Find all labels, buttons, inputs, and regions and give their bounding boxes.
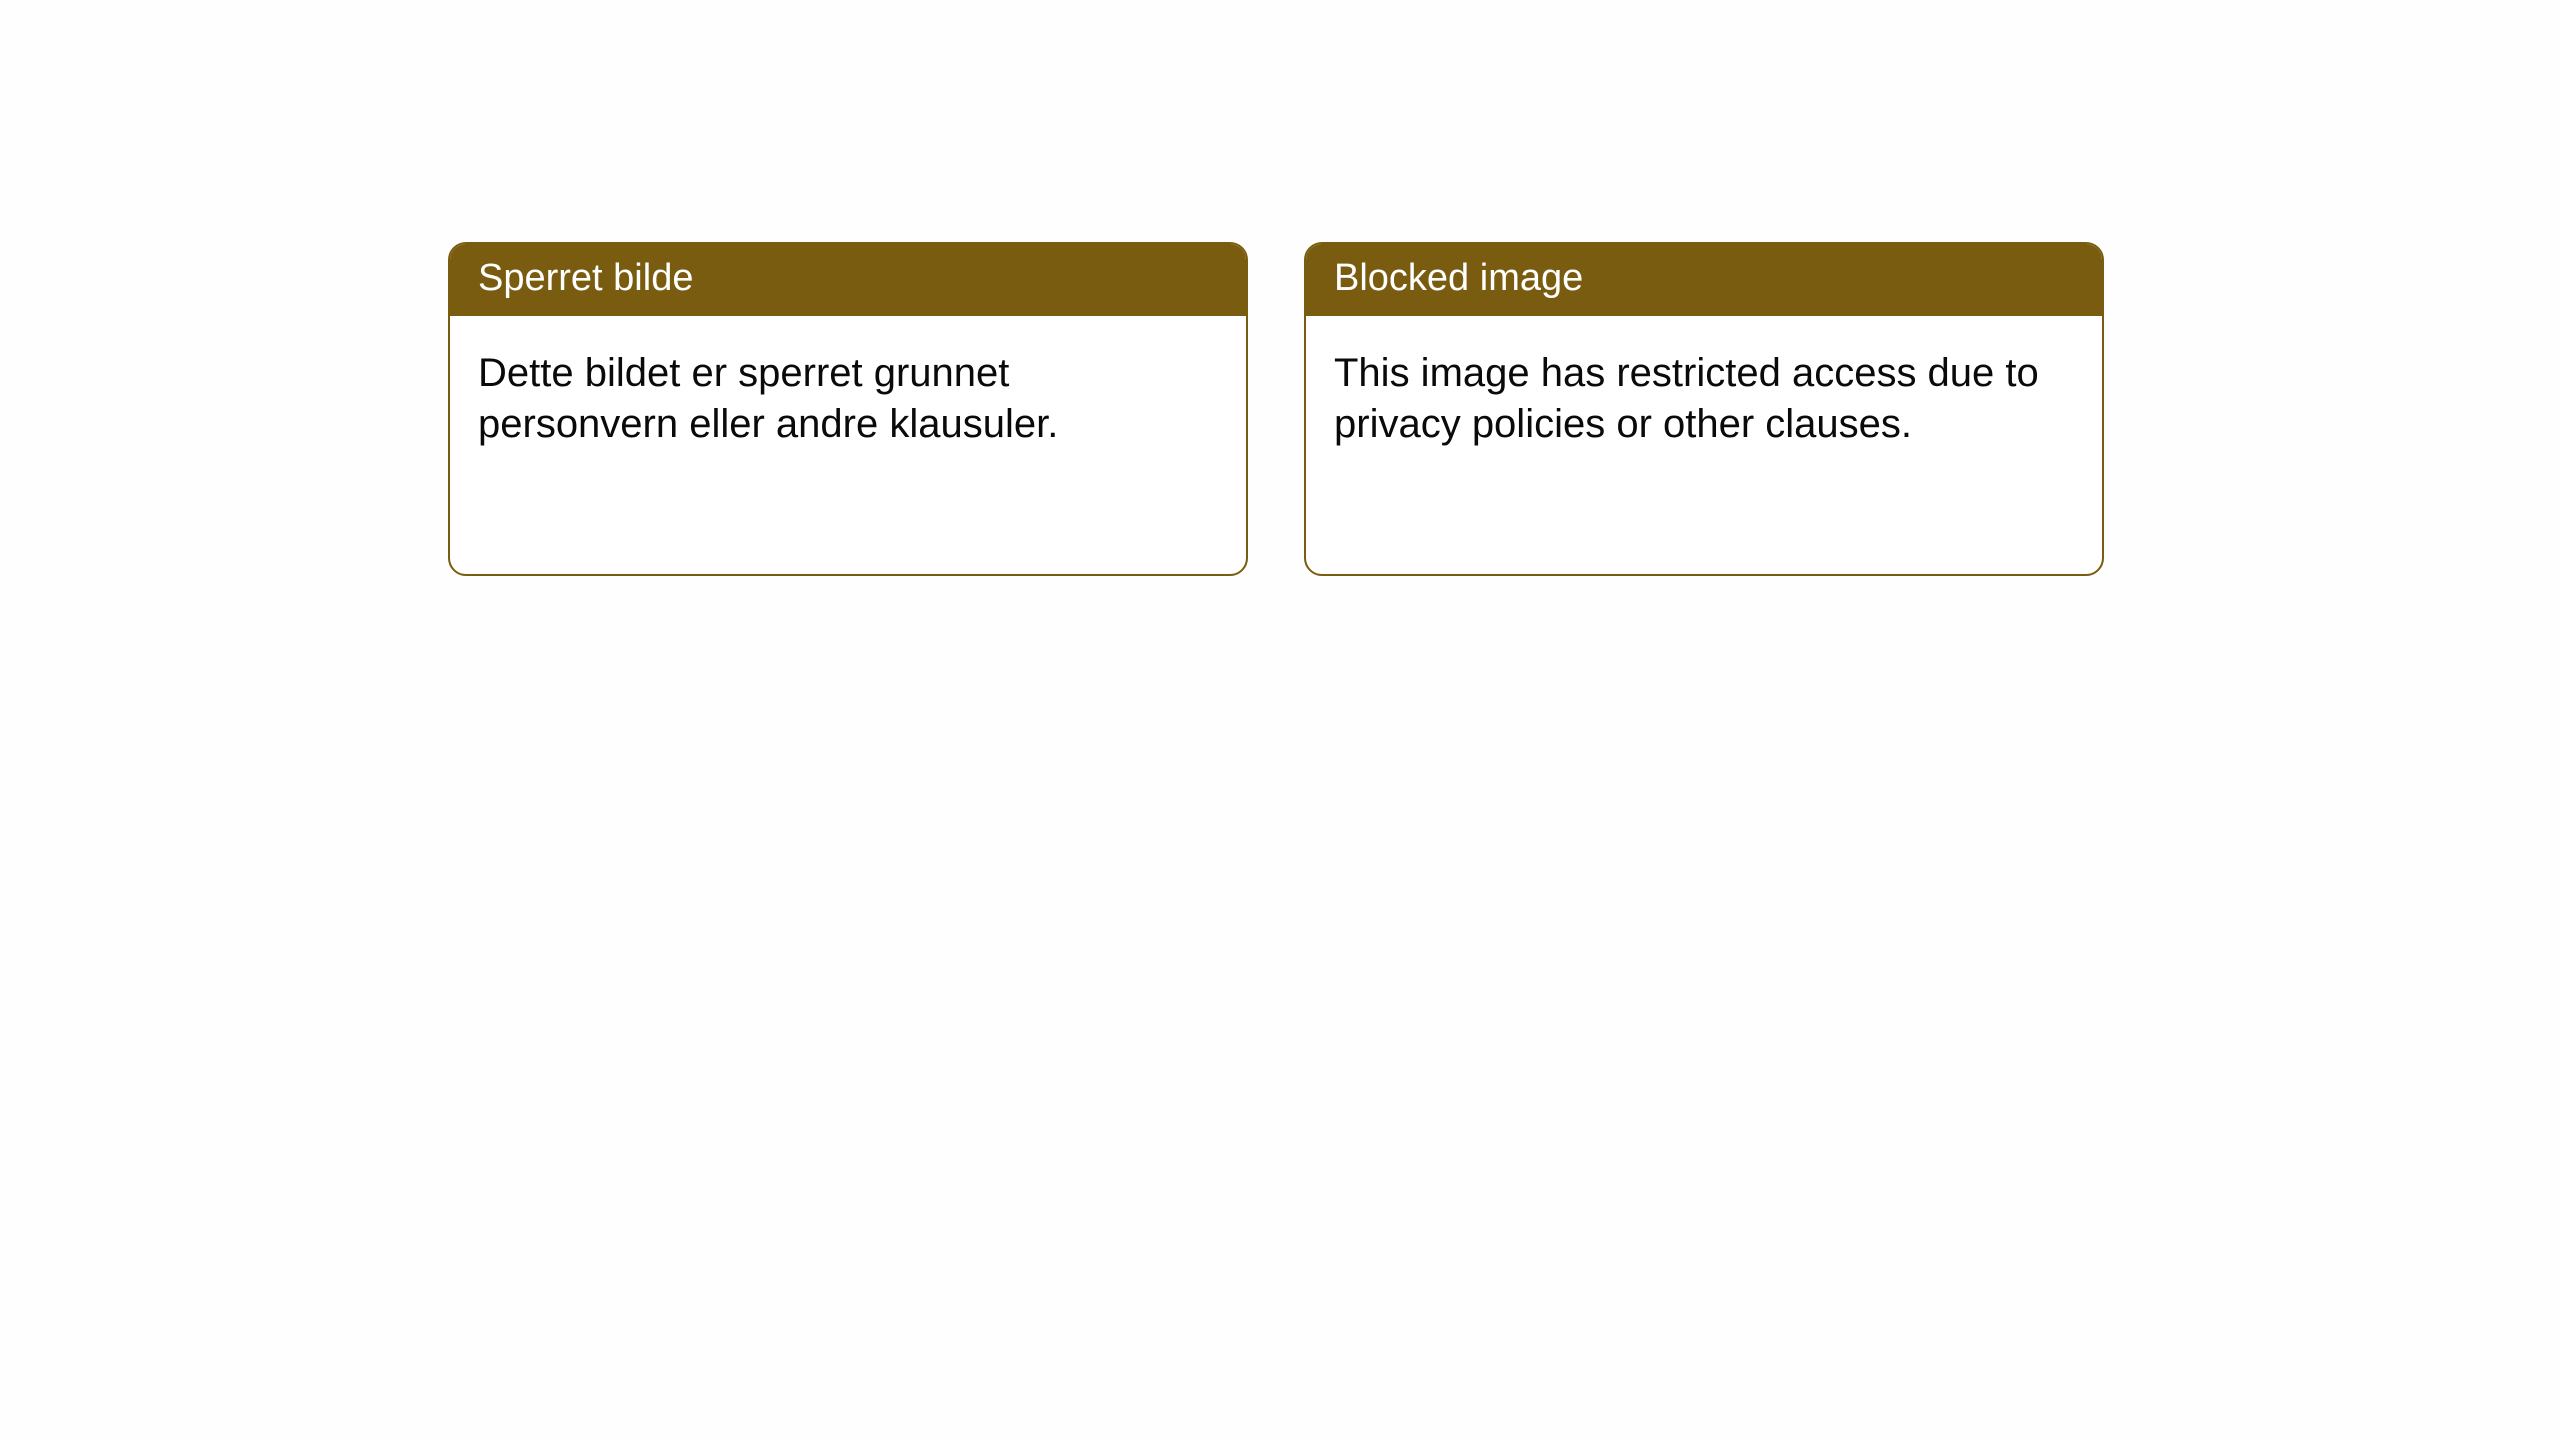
card-header-en: Blocked image — [1306, 244, 2102, 316]
notice-cards-container: Sperret bilde Dette bildet er sperret gr… — [448, 242, 2104, 576]
card-header-no: Sperret bilde — [450, 244, 1246, 316]
card-message-no: Dette bildet er sperret grunnet personve… — [478, 351, 1058, 446]
card-body-no: Dette bildet er sperret grunnet personve… — [450, 316, 1246, 482]
card-title-en: Blocked image — [1334, 257, 1583, 299]
card-title-no: Sperret bilde — [478, 257, 693, 299]
card-body-en: This image has restricted access due to … — [1306, 316, 2102, 482]
blocked-image-card-no: Sperret bilde Dette bildet er sperret gr… — [448, 242, 1248, 576]
blocked-image-card-en: Blocked image This image has restricted … — [1304, 242, 2104, 576]
card-message-en: This image has restricted access due to … — [1334, 351, 2039, 446]
